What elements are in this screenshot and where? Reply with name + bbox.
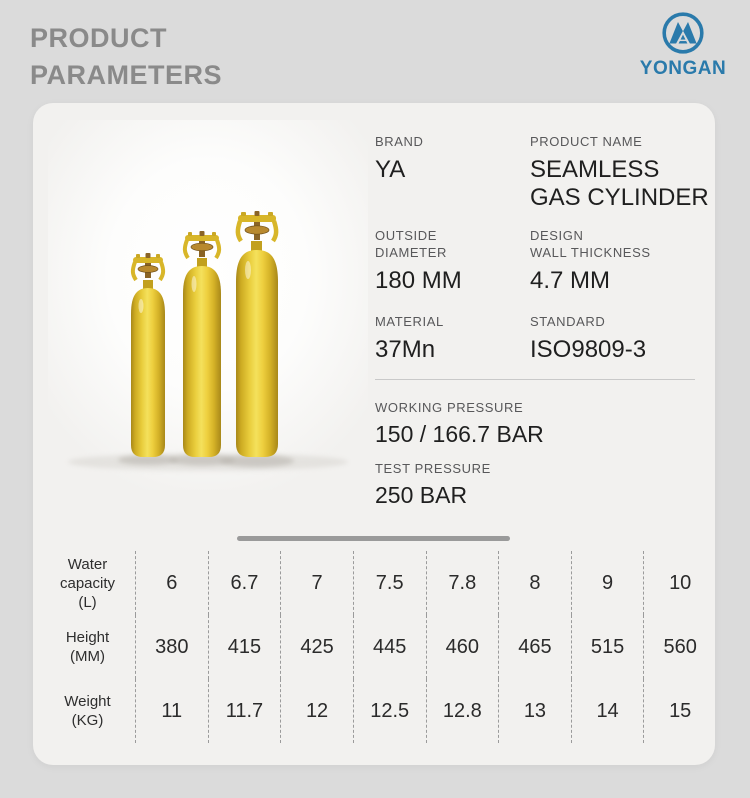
spec-outside-diameter-value: 180 MM — [375, 267, 462, 294]
page-title: PRODUCT PARAMETERS — [30, 20, 222, 94]
table-cell: 9 — [570, 551, 644, 615]
table-cell: 560 — [643, 615, 716, 679]
row-height-label: Height (MM) — [65, 629, 110, 665]
cylinder-medium — [182, 231, 222, 457]
spec-material-label: MATERIAL — [375, 314, 444, 329]
section-divider — [375, 379, 695, 380]
working-pressure-label: WORKING PRESSURE — [375, 400, 524, 415]
row-water-capacity-label: Water capacity (L) — [59, 555, 116, 611]
spec-standard: STANDARD ISO9809-3 — [530, 313, 720, 364]
table-cell: 7.5 — [352, 551, 426, 615]
spec-brand-value: YA — [375, 156, 406, 183]
table-cell: 12.5 — [352, 679, 426, 743]
spec-product-name: PRODUCT NAME SEAMLESS GAS CYLINDER — [530, 133, 720, 212]
table-cell: 425 — [280, 615, 353, 679]
yongan-logo-icon — [662, 12, 704, 54]
spec-material: MATERIAL 37Mn — [375, 313, 525, 364]
brand-logo: YONGAN — [633, 10, 733, 80]
table-cell: 8 — [498, 551, 571, 615]
spec-standard-label: STANDARD — [530, 314, 606, 329]
table-cell: 445 — [352, 615, 426, 679]
table-cell: 380 — [135, 615, 208, 679]
spec-wall-thickness-label: DESIGN WALL THICKNESS — [530, 228, 651, 260]
spec-brand-label: BRAND — [375, 134, 424, 149]
page-title-line2: PARAMETERS — [30, 60, 223, 90]
spec-material-value: 37Mn — [375, 336, 436, 363]
table-divider-bar — [237, 536, 510, 541]
table-cell: 460 — [425, 615, 499, 679]
capacity-table: Water capacity (L) 6 6.7 7 7.5 7.8 8 9 1… — [40, 551, 716, 743]
table-cell: 13 — [498, 679, 571, 743]
spec-outside-diameter: OUTSIDE DIAMETER 180 MM — [375, 227, 525, 295]
spec-outside-diameter-label: OUTSIDE DIAMETER — [375, 228, 447, 260]
table-cell: 6 — [135, 551, 208, 615]
table-cell: 10 — [643, 551, 716, 615]
row-weight-label: Weight (KG) — [64, 693, 111, 729]
pressure-section: WORKING PRESSURE 150 / 166.7 BAR TEST PR… — [375, 399, 544, 521]
table-cell: 11.7 — [207, 679, 281, 743]
table-cell: 15 — [643, 679, 716, 743]
table-cell: 12.8 — [425, 679, 499, 743]
table-cell: 6.7 — [207, 551, 281, 615]
table-cell: 7 — [280, 551, 353, 615]
spec-product-name-label: PRODUCT NAME — [530, 134, 643, 149]
gas-cylinders-image — [48, 120, 368, 490]
table-cell: 465 — [498, 615, 571, 679]
table-cell: 7.8 — [425, 551, 499, 615]
table-cell: 11 — [135, 679, 208, 743]
table-cell: 12 — [280, 679, 353, 743]
table-cell: 14 — [570, 679, 644, 743]
product-card: BRAND YA PRODUCT NAME SEAMLESS GAS CYLIN… — [33, 103, 715, 765]
test-pressure-label: TEST PRESSURE — [375, 461, 491, 476]
cylinder-large — [235, 211, 279, 457]
cylinder-small — [130, 253, 166, 457]
spec-standard-value: ISO9809-3 — [530, 336, 647, 363]
brand-logo-text: YONGAN — [639, 58, 727, 79]
spec-wall-thickness: DESIGN WALL THICKNESS 4.7 MM — [530, 227, 720, 295]
spec-product-name-value: SEAMLESS GAS CYLINDER — [530, 156, 709, 211]
spec-brand: BRAND YA — [375, 133, 525, 184]
table-cell: 415 — [207, 615, 281, 679]
page-title-line1: PRODUCT — [30, 23, 167, 53]
test-pressure-value: 250 BAR — [375, 482, 468, 508]
working-pressure-value: 150 / 166.7 BAR — [375, 421, 544, 447]
spec-wall-thickness-value: 4.7 MM — [530, 267, 611, 294]
table-cell: 515 — [570, 615, 644, 679]
